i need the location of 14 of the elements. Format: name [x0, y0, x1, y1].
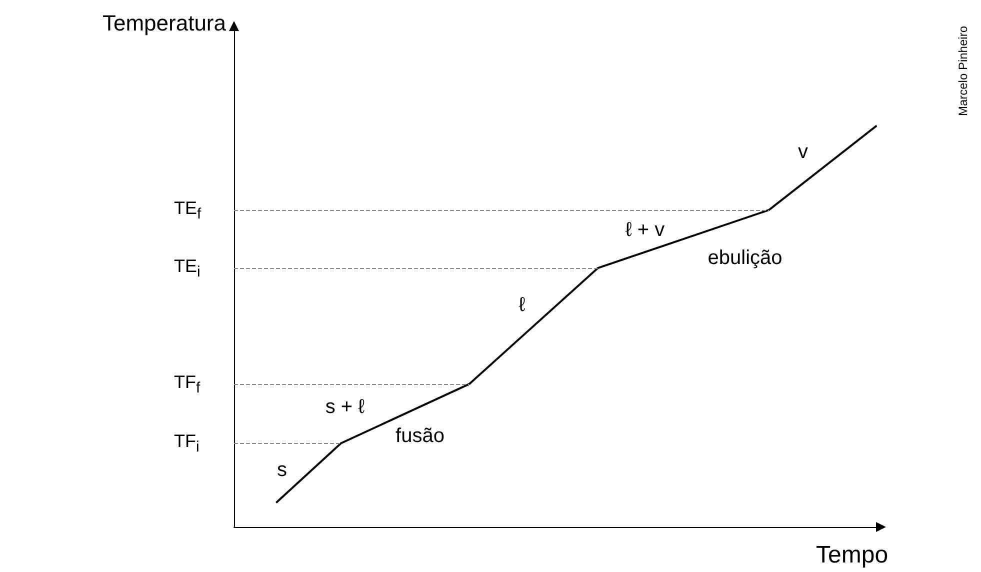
annotation: v: [798, 141, 808, 163]
annotation: ℓ + v: [625, 219, 665, 241]
annotation: fusão: [396, 425, 444, 447]
y-axis-title: Temperatura: [102, 10, 227, 36]
ref-line-label: TE$_{i}$: [174, 255, 200, 283]
x-axis-title: Tempo: [816, 542, 888, 568]
ref-line-label: TF$_{f}$: [174, 370, 200, 398]
annotation: ebulição: [708, 247, 782, 269]
ref-line-label: TF$_{i}$: [174, 430, 200, 458]
annotation: s + ℓ: [325, 396, 366, 418]
ref-line-label: TE$_{f}$: [174, 196, 202, 225]
text: Marcelo Pinheiro: [956, 26, 970, 116]
annotation: s: [277, 459, 287, 481]
annotation: ℓ: [518, 294, 526, 316]
